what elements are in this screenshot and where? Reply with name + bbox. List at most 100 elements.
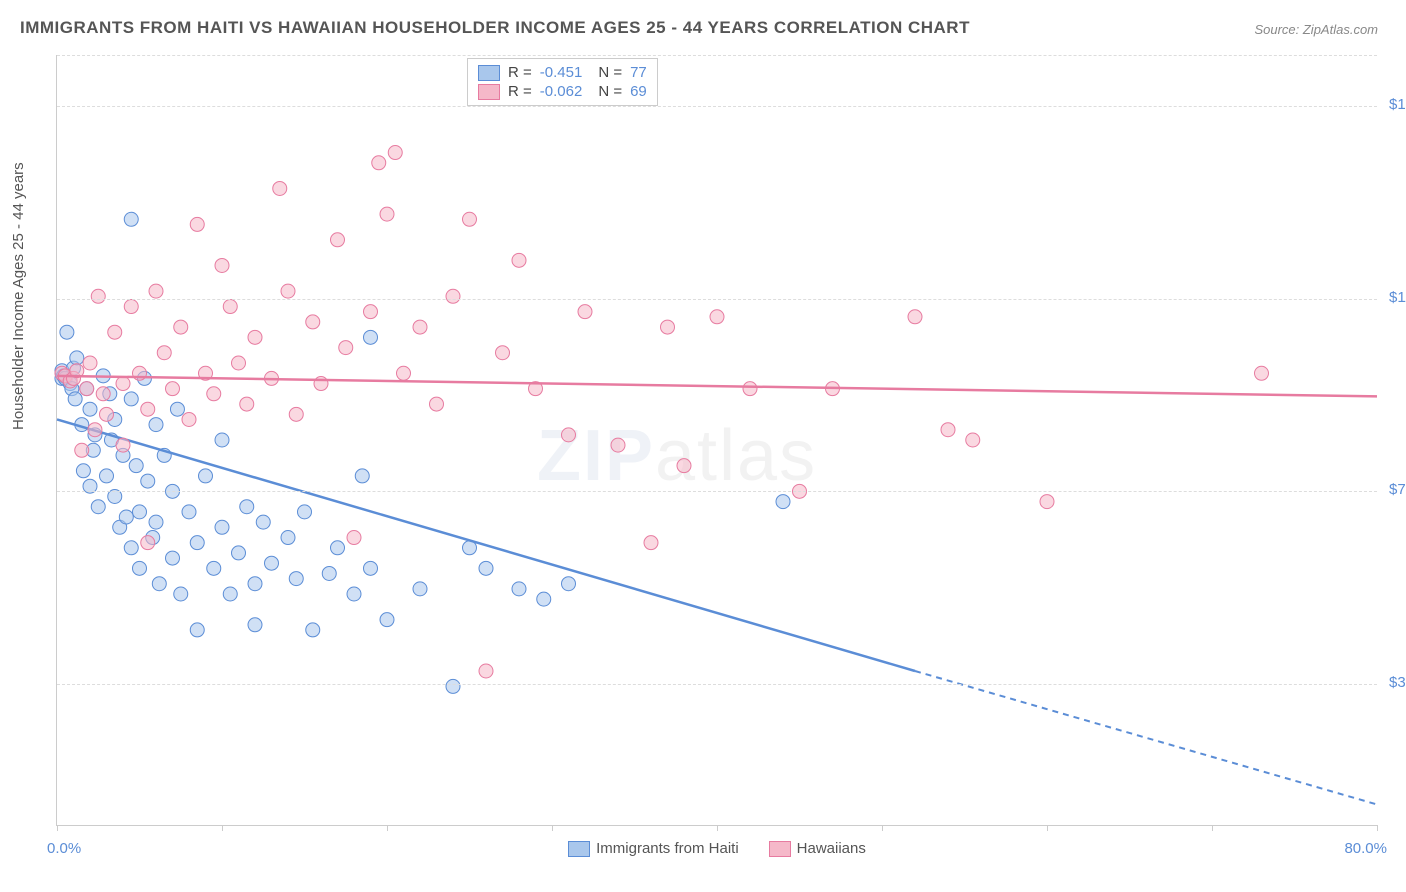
x-tick bbox=[1212, 825, 1213, 831]
chart-plot-area: ZIPatlas R = -0.451 N = 77 R = -0.062 N … bbox=[56, 55, 1377, 826]
data-point bbox=[100, 407, 114, 421]
trend-line bbox=[57, 419, 915, 671]
data-point bbox=[157, 346, 171, 360]
data-point bbox=[141, 402, 155, 416]
data-point bbox=[80, 382, 94, 396]
series-legend: Immigrants from Haiti Hawaiians bbox=[57, 840, 1377, 857]
data-point bbox=[199, 469, 213, 483]
data-point bbox=[388, 146, 402, 160]
data-point bbox=[289, 407, 303, 421]
data-point bbox=[223, 587, 237, 601]
data-point bbox=[364, 561, 378, 575]
data-point bbox=[1255, 366, 1269, 380]
data-point bbox=[710, 310, 724, 324]
legend-row-series-0: R = -0.451 N = 77 bbox=[478, 63, 647, 82]
data-point bbox=[116, 438, 130, 452]
data-point bbox=[289, 572, 303, 586]
data-point bbox=[70, 351, 84, 365]
data-point bbox=[248, 577, 262, 591]
data-point bbox=[479, 664, 493, 678]
x-tick bbox=[1047, 825, 1048, 831]
data-point bbox=[174, 320, 188, 334]
data-point bbox=[240, 397, 254, 411]
legend-bottom-label-1: Hawaiians bbox=[797, 840, 866, 857]
data-point bbox=[248, 618, 262, 632]
data-point bbox=[413, 582, 427, 596]
y-tick-label: $112,500 bbox=[1369, 289, 1406, 306]
data-point bbox=[190, 623, 204, 637]
data-point bbox=[152, 577, 166, 591]
data-point bbox=[430, 397, 444, 411]
data-point bbox=[190, 536, 204, 550]
data-point bbox=[578, 305, 592, 319]
x-axis-max-label: 80.0% bbox=[1344, 840, 1387, 857]
data-point bbox=[537, 592, 551, 606]
data-point bbox=[190, 217, 204, 231]
data-point bbox=[166, 551, 180, 565]
data-point bbox=[174, 587, 188, 601]
data-point bbox=[215, 258, 229, 272]
data-point bbox=[281, 531, 295, 545]
data-point bbox=[116, 377, 130, 391]
data-point bbox=[322, 566, 336, 580]
data-point bbox=[281, 284, 295, 298]
data-point bbox=[133, 561, 147, 575]
data-point bbox=[149, 284, 163, 298]
data-point bbox=[141, 474, 155, 488]
data-point bbox=[1040, 495, 1054, 509]
data-point bbox=[215, 433, 229, 447]
data-point bbox=[166, 382, 180, 396]
data-point bbox=[83, 356, 97, 370]
data-point bbox=[562, 577, 576, 591]
data-point bbox=[644, 536, 658, 550]
data-point bbox=[677, 459, 691, 473]
legend-bottom-swatch-1 bbox=[769, 841, 791, 857]
data-point bbox=[91, 500, 105, 514]
gridline bbox=[57, 491, 1377, 492]
data-point bbox=[68, 392, 82, 406]
data-point bbox=[776, 495, 790, 509]
data-point bbox=[91, 289, 105, 303]
correlation-legend: R = -0.451 N = 77 R = -0.062 N = 69 bbox=[467, 58, 658, 106]
y-axis-label: Householder Income Ages 25 - 44 years bbox=[10, 162, 27, 430]
data-point bbox=[124, 541, 138, 555]
data-point bbox=[232, 356, 246, 370]
data-point bbox=[298, 505, 312, 519]
x-tick bbox=[882, 825, 883, 831]
data-point bbox=[248, 330, 262, 344]
data-point bbox=[129, 459, 143, 473]
data-point bbox=[88, 423, 102, 437]
data-point bbox=[463, 212, 477, 226]
legend-bottom-label-0: Immigrants from Haiti bbox=[596, 840, 739, 857]
data-point bbox=[941, 423, 955, 437]
data-point bbox=[108, 325, 122, 339]
y-tick-label: $75,000 bbox=[1369, 481, 1406, 498]
x-tick bbox=[222, 825, 223, 831]
x-tick bbox=[57, 825, 58, 831]
data-point bbox=[124, 392, 138, 406]
x-tick bbox=[1377, 825, 1378, 831]
y-tick-label: $37,500 bbox=[1369, 674, 1406, 691]
scatter-svg bbox=[57, 55, 1377, 825]
data-point bbox=[364, 330, 378, 344]
data-point bbox=[380, 207, 394, 221]
data-point bbox=[75, 443, 89, 457]
data-point bbox=[240, 500, 254, 514]
data-point bbox=[170, 402, 184, 416]
data-point bbox=[133, 505, 147, 519]
gridline bbox=[57, 55, 1377, 56]
data-point bbox=[265, 556, 279, 570]
x-tick bbox=[717, 825, 718, 831]
data-point bbox=[60, 325, 74, 339]
data-point bbox=[124, 212, 138, 226]
data-point bbox=[223, 300, 237, 314]
x-axis-min-label: 0.0% bbox=[47, 840, 81, 857]
data-point bbox=[76, 464, 90, 478]
data-point bbox=[96, 387, 110, 401]
data-point bbox=[446, 679, 460, 693]
data-point bbox=[306, 623, 320, 637]
data-point bbox=[661, 320, 675, 334]
legend-swatch-0 bbox=[478, 65, 500, 81]
data-point bbox=[100, 469, 114, 483]
legend-item-0: Immigrants from Haiti bbox=[568, 840, 739, 857]
